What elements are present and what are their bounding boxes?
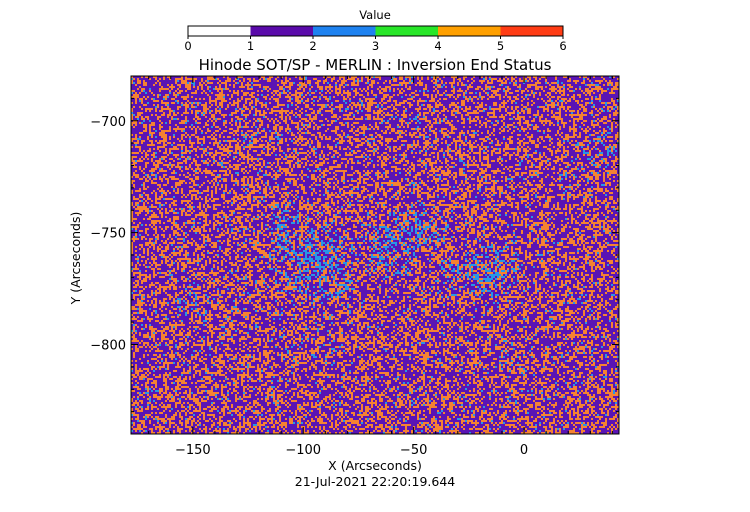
colorbar-band-5: [500, 26, 563, 36]
y-tick-label: −800: [90, 339, 126, 354]
chart-title: Hinode SOT/SP - MERLIN : Inversion End S…: [199, 56, 552, 74]
colorbar-tick-label: 4: [434, 39, 441, 53]
y-axis-label: Y (Arcseconds): [68, 212, 83, 306]
colorbar-tick-label: 3: [372, 39, 379, 53]
x-axis: −150 −100 −50 0: [148, 76, 613, 458]
colorbar-band-2: [313, 26, 376, 36]
colorbar-tick-label: 1: [247, 39, 254, 53]
colorbar-ticks: 0 1 2 3 4 5 6: [184, 36, 567, 53]
y-axis: −700 −750 −800: [90, 97, 619, 413]
colorbar-tick-label: 5: [497, 39, 504, 53]
colorbar-band-0: [188, 26, 251, 36]
heatmap-image: [131, 76, 619, 434]
x-tick-label: −50: [400, 443, 427, 458]
colorbar-tick-label: 2: [309, 39, 316, 53]
colorbar-band-4: [438, 26, 501, 36]
colorbar-band-1: [250, 26, 313, 36]
colorbar-band-3: [375, 26, 438, 36]
timestamp: 21-Jul-2021 22:20:19.644: [295, 474, 456, 489]
x-axis-label: X (Arcseconds): [328, 458, 422, 473]
colorbar: [187, 25, 564, 37]
colorbar-tick-label: 0: [184, 39, 191, 53]
heatmap-area: [130, 75, 620, 435]
y-tick-label: −700: [90, 115, 126, 130]
x-tick-label: −150: [175, 443, 211, 458]
colorbar-tick-label: 6: [559, 39, 566, 53]
x-tick-label: −100: [285, 443, 321, 458]
y-tick-label: −750: [90, 227, 126, 242]
x-tick-label: 0: [520, 443, 528, 458]
colorbar-title: Value: [359, 8, 391, 22]
